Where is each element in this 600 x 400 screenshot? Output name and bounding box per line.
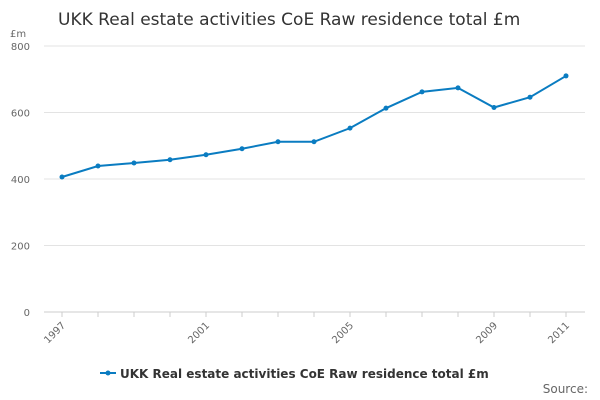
x-tick-label: 2011 [546,320,572,346]
data-point[interactable] [563,73,569,79]
x-tick-label: 2005 [330,320,356,346]
data-point[interactable] [59,174,65,180]
y-tick-label: 600 [11,109,30,120]
y-tick-label: 0 [24,308,30,319]
data-point[interactable] [131,160,137,166]
x-tick-label: 1997 [42,320,68,346]
data-point[interactable] [167,157,173,163]
legend-marker-icon [105,370,111,376]
data-point[interactable] [311,139,317,145]
data-point[interactable] [527,94,533,100]
data-point[interactable] [383,105,389,111]
legend[interactable]: UKK Real estate activities CoE Raw resid… [100,367,489,381]
y-tick-label: 400 [11,175,30,186]
data-point[interactable] [419,89,425,95]
data-point[interactable] [455,85,461,91]
chart-title: UKK Real estate activities CoE Raw resid… [58,10,520,30]
y-axis-label: £m [10,29,26,40]
x-tick-label: 2001 [186,320,212,346]
series-line [61,75,567,178]
y-tick-label: 800 [11,42,30,53]
data-point[interactable] [491,105,497,111]
data-point[interactable] [95,163,101,169]
source-label: Source: [543,382,588,396]
y-tick-label: 200 [11,242,30,253]
data-point[interactable] [203,152,209,158]
data-point[interactable] [275,139,281,145]
data-point[interactable] [347,125,353,131]
data-point[interactable] [239,146,245,152]
x-tick-label: 2009 [474,320,500,346]
legend-label: UKK Real estate activities CoE Raw resid… [120,367,489,381]
